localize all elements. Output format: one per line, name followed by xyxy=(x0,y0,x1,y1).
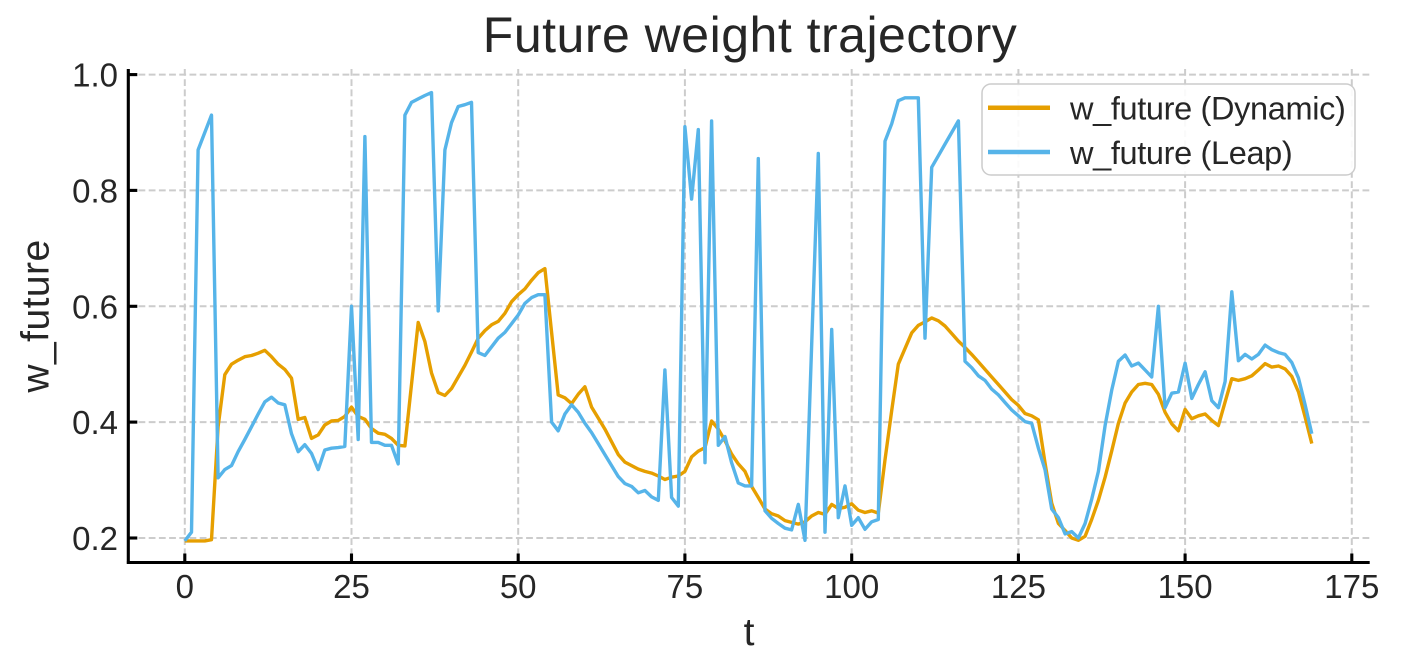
svg-text:150: 150 xyxy=(1158,568,1213,605)
svg-text:w_future (Dynamic): w_future (Dynamic) xyxy=(1069,91,1345,127)
svg-text:0.6: 0.6 xyxy=(72,288,118,325)
svg-text:75: 75 xyxy=(667,568,704,605)
svg-text:50: 50 xyxy=(500,568,537,605)
svg-text:100: 100 xyxy=(824,568,879,605)
svg-text:0.4: 0.4 xyxy=(72,404,118,441)
svg-text:w_future (Leap): w_future (Leap) xyxy=(1069,135,1292,171)
svg-text:175: 175 xyxy=(1324,568,1379,605)
svg-text:1.0: 1.0 xyxy=(72,57,118,94)
svg-text:w_future: w_future xyxy=(15,239,58,393)
svg-text:125: 125 xyxy=(991,568,1046,605)
svg-text:0.8: 0.8 xyxy=(72,172,118,209)
svg-text:0.2: 0.2 xyxy=(72,520,118,557)
svg-text:t: t xyxy=(744,611,755,654)
svg-text:0: 0 xyxy=(176,568,194,605)
svg-text:Future weight trajectory: Future weight trajectory xyxy=(483,7,1017,63)
svg-text:25: 25 xyxy=(333,568,370,605)
